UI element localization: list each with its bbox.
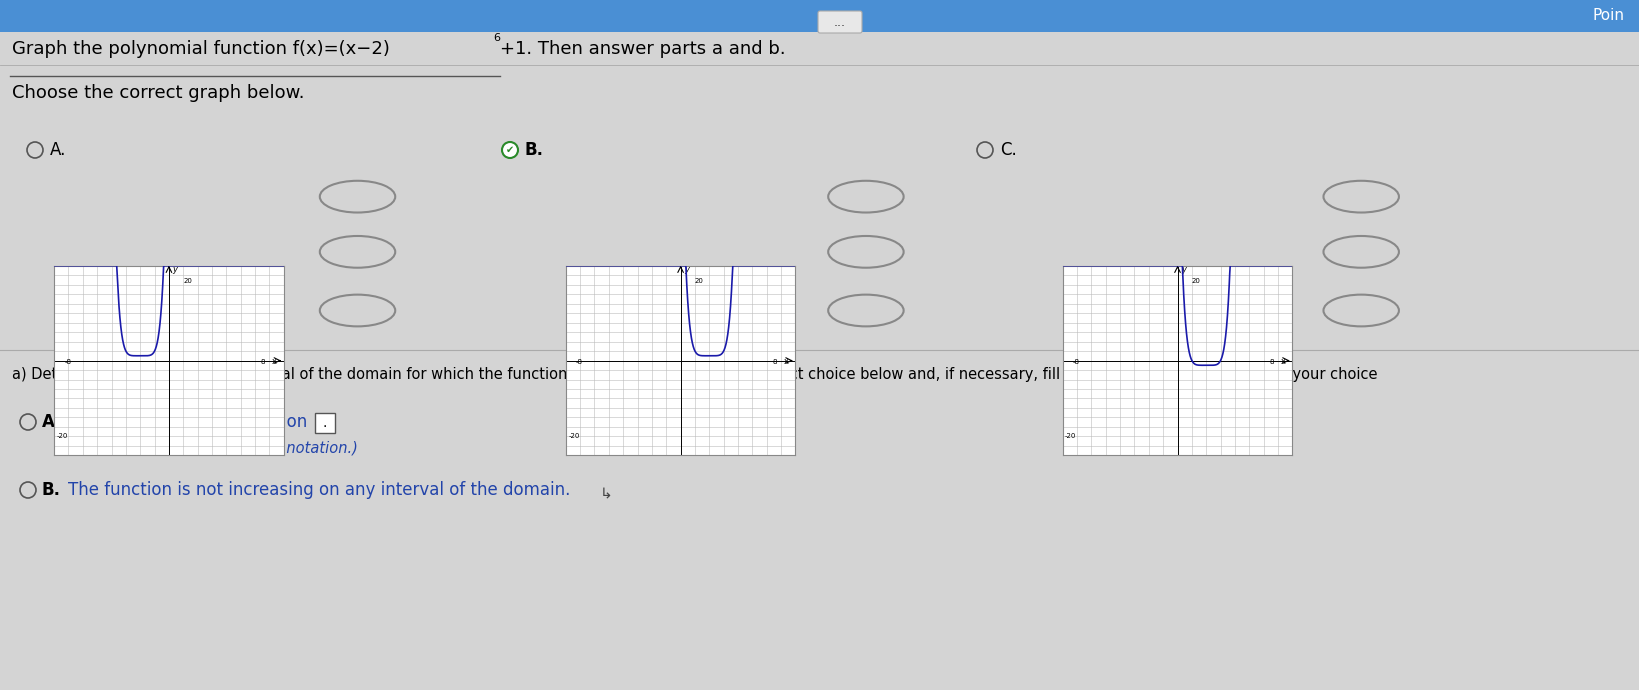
Text: a) Determine the largest open interval of the domain for which the function is i: a) Determine the largest open interval o… <box>11 368 1377 382</box>
Text: Choose the correct graph below.: Choose the correct graph below. <box>11 84 305 102</box>
Text: The function is increasing on: The function is increasing on <box>67 413 306 431</box>
Text: 6: 6 <box>493 33 500 43</box>
Text: B.: B. <box>43 481 61 499</box>
Text: C.: C. <box>1000 141 1016 159</box>
Text: x: x <box>783 357 788 366</box>
Text: 8: 8 <box>1269 359 1274 365</box>
Text: 8: 8 <box>772 359 777 365</box>
Text: B.: B. <box>524 141 544 159</box>
Text: ↳: ↳ <box>600 486 613 502</box>
Text: x: x <box>272 357 277 366</box>
Text: -8: -8 <box>1072 359 1080 365</box>
Text: $\it{y}$: $\it{y}$ <box>1180 265 1188 276</box>
Text: 8: 8 <box>261 359 266 365</box>
FancyBboxPatch shape <box>0 0 1639 32</box>
Text: $\it{y}$: $\it{y}$ <box>683 265 692 276</box>
Text: A.: A. <box>43 413 62 431</box>
Text: (Type your answer in interval notation.): (Type your answer in interval notation.) <box>67 440 357 455</box>
Text: x: x <box>1280 357 1285 366</box>
Circle shape <box>502 142 518 158</box>
Text: -20: -20 <box>1064 433 1075 440</box>
Text: 20: 20 <box>184 278 192 284</box>
Text: -8: -8 <box>64 359 72 365</box>
Text: ...: ... <box>834 15 846 28</box>
Text: .: . <box>323 416 328 430</box>
Text: Graph the polynomial function f(x)=(x−2): Graph the polynomial function f(x)=(x−2) <box>11 40 390 58</box>
Text: -20: -20 <box>567 433 579 440</box>
Text: 20: 20 <box>695 278 703 284</box>
Text: $\it{y}$: $\it{y}$ <box>172 265 180 276</box>
FancyBboxPatch shape <box>818 11 862 33</box>
Text: 20: 20 <box>1192 278 1200 284</box>
Text: -20: -20 <box>56 433 67 440</box>
Text: -8: -8 <box>575 359 583 365</box>
FancyBboxPatch shape <box>315 413 334 433</box>
Text: A.: A. <box>49 141 66 159</box>
Text: Poin: Poin <box>1591 8 1624 23</box>
Text: The function is not increasing on any interval of the domain.: The function is not increasing on any in… <box>67 481 570 499</box>
Text: ✔: ✔ <box>505 145 513 155</box>
Text: +1. Then answer parts a and b.: +1. Then answer parts a and b. <box>500 40 785 58</box>
